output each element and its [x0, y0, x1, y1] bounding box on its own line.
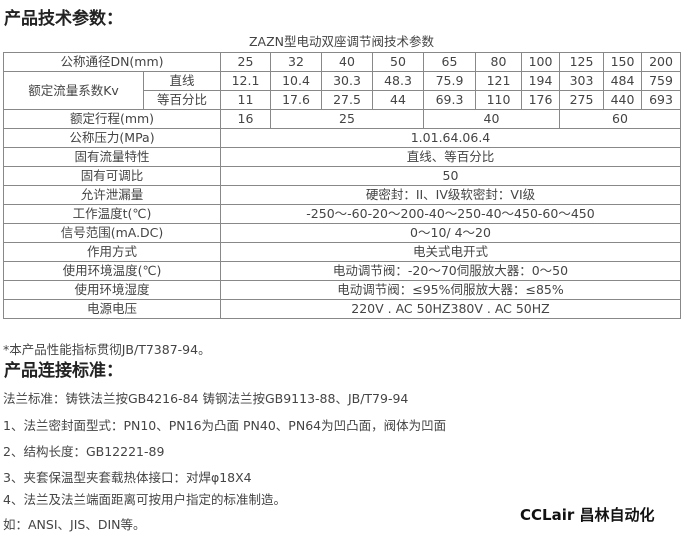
cell: 69.3	[423, 90, 476, 110]
kv-label: 额定流量系数Kv	[3, 71, 144, 110]
row-value: -250～-60-20～200-40～250-40～450-60～450	[220, 204, 681, 224]
cell: 150	[603, 52, 642, 72]
cell: 110	[475, 90, 522, 110]
dn-label: 公称通径DN(mm)	[3, 52, 221, 72]
cell: 40	[423, 109, 560, 129]
cell: 121	[475, 71, 522, 91]
cell: 30.3	[321, 71, 373, 91]
row-label: 使用环境湿度	[3, 280, 221, 300]
row-label: 允许泄漏量	[3, 185, 221, 205]
row-label: 公称压力(MPa)	[3, 128, 221, 148]
row-value: 硬密封：II、IV级软密封：VI级	[220, 185, 681, 205]
cell: 176	[521, 90, 560, 110]
cell: 10.4	[270, 71, 322, 91]
row-label: 作用方式	[3, 242, 221, 262]
cell: 275	[559, 90, 604, 110]
table-row: 工作温度t(℃) -250～-60-20～200-40～250-40～450-60…	[3, 204, 681, 224]
cell: 16	[220, 109, 271, 129]
cell: 11	[220, 90, 271, 110]
row-value: 直线、等百分比	[220, 147, 681, 167]
cell: 25	[270, 109, 424, 129]
spec-table: 公称通径DN(mm) 25 32 40 50 65 80 100 125 150…	[3, 52, 681, 319]
cell: 44	[372, 90, 424, 110]
row-label: 工作温度t(℃)	[3, 204, 221, 224]
table-caption: ZAZN型电动双座调节阀技术参数	[248, 34, 435, 49]
cell: 693	[641, 90, 681, 110]
table-row: 额定流量系数Kv 直线 12.1 10.4 30.3 48.3 75.9 121…	[3, 71, 681, 110]
table-row: 作用方式 电关式电开式	[3, 242, 681, 262]
row-value: 电关式电开式	[220, 242, 681, 262]
row-label: 固有可调比	[3, 166, 221, 186]
cell: 40	[321, 52, 373, 72]
row-value: 220V . AC 50HZ380V . AC 50HZ	[220, 299, 681, 319]
table-row: 电源电压 220V . AC 50HZ380V . AC 50HZ	[3, 299, 681, 319]
list-item: 如：ANSI、JIS、DIN等。	[3, 517, 146, 532]
list-item: 2、结构长度：GB12221-89	[3, 444, 165, 459]
row-label: 信号范围(mA.DC)	[3, 223, 221, 243]
table-row: 额定行程(mm) 16 25 40 60	[3, 109, 681, 129]
cell: 32	[270, 52, 322, 72]
cell: 50	[372, 52, 424, 72]
table-row: 公称压力(MPa) 1.01.64.06.4	[3, 128, 681, 148]
row-label: 固有流量特性	[3, 147, 221, 167]
cell: 60	[559, 109, 681, 129]
list-item: 4、法兰及法兰端面距离可按用户指定的标准制造。	[3, 492, 286, 507]
kv-eq-label: 等百分比	[143, 90, 221, 110]
row-value: 50	[220, 166, 681, 186]
cell: 12.1	[220, 71, 271, 91]
section-heading-connection: 产品连接标准：	[4, 361, 123, 381]
list-item: 3、夹套保温型夹套载热体接口：对焊φ18X4	[3, 470, 252, 485]
cell: 125	[559, 52, 604, 72]
list-item: 法兰标准：铸铁法兰按GB4216-84 铸钢法兰按GB9113-88、JB/T7…	[3, 391, 409, 406]
cell: 100	[521, 52, 560, 72]
row-label: 使用环境温度(℃)	[3, 261, 221, 281]
row-value: 电动调节阀：-20～70伺服放大器：0～50	[220, 261, 681, 281]
table-row: 公称通径DN(mm) 25 32 40 50 65 80 100 125 150…	[3, 52, 681, 72]
cell: 194	[521, 71, 560, 91]
cell: 25	[220, 52, 271, 72]
table-row: 等百分比 11 17.6 27.5 44 69.3 110 176 275 44…	[4, 90, 681, 110]
table-row: 使用环境温度(℃) 电动调节阀：-20～70伺服放大器：0～50	[3, 261, 681, 281]
stroke-label: 额定行程(mm)	[3, 109, 221, 129]
kv-linear-label: 直线	[143, 71, 221, 91]
section-heading-tech-params: 产品技术参数：	[4, 9, 123, 29]
row-value: 电动调节阀：≤95%伺服放大器：≤85%	[220, 280, 681, 300]
table-row: 固有流量特性 直线、等百分比	[3, 147, 681, 167]
cell: 27.5	[321, 90, 373, 110]
cell: 17.6	[270, 90, 322, 110]
cell: 484	[603, 71, 642, 91]
cell: 65	[423, 52, 476, 72]
cell: 48.3	[372, 71, 424, 91]
cell: 303	[559, 71, 604, 91]
list-item: 1、法兰密封面型式：PN10、PN16为凸面 PN40、PN64为凹凸面，阀体为…	[3, 418, 447, 433]
cell: 440	[603, 90, 642, 110]
cell: 80	[475, 52, 522, 72]
table-row: 使用环境湿度 电动调节阀：≤95%伺服放大器：≤85%	[3, 280, 681, 300]
cell: 759	[641, 71, 681, 91]
row-label: 电源电压	[3, 299, 221, 319]
cell: 200	[641, 52, 681, 72]
row-value: 1.01.64.06.4	[220, 128, 681, 148]
row-value: 0～10/ 4～20	[220, 223, 681, 243]
cell: 75.9	[423, 71, 476, 91]
standard-note: *本产品性能指标贯彻JB/T7387-94。	[3, 342, 211, 357]
table-row: 固有可调比 50	[3, 166, 681, 186]
table-row: 允许泄漏量 硬密封：II、IV级软密封：VI级	[3, 185, 681, 205]
table-row: 信号范围(mA.DC) 0～10/ 4～20	[3, 223, 681, 243]
brand-watermark: CCLair 昌林自动化	[520, 506, 655, 524]
